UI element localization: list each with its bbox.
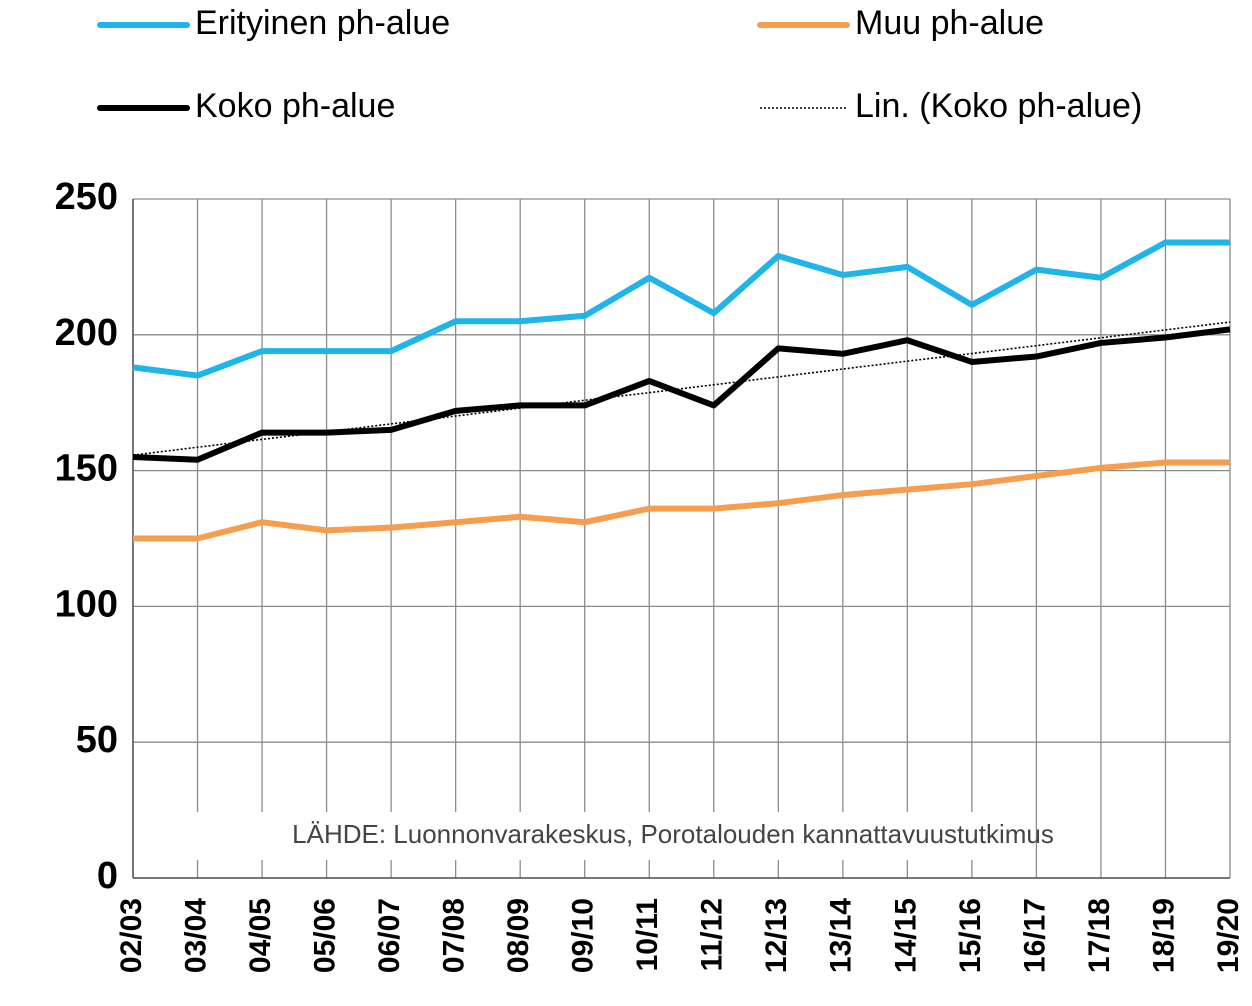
x-tick-label: 06/07: [373, 898, 406, 973]
x-tick-label: 16/17: [1018, 898, 1051, 973]
y-tick-label: 50: [76, 719, 118, 761]
legend-label: Lin. (Koko ph-alue): [855, 87, 1142, 125]
x-tick-label: 15/16: [954, 898, 987, 973]
x-tick-label: 02/03: [115, 898, 148, 973]
y-tick-label: 250: [55, 176, 118, 218]
y-tick-label: 150: [55, 448, 118, 490]
y-tick-label: 200: [55, 312, 118, 354]
x-tick-label: 09/10: [567, 898, 600, 973]
x-tick-label: 12/13: [760, 898, 793, 973]
x-tick-label: 04/05: [244, 898, 277, 973]
series-line: [133, 459, 1230, 542]
x-tick-label: 17/18: [1083, 898, 1116, 973]
annotation-bg: [195, 812, 975, 860]
x-tick-label: 19/20: [1212, 898, 1245, 973]
legend-label: Muu ph-alue: [855, 4, 1044, 42]
x-tick-label: 07/08: [438, 898, 471, 973]
y-tick-label: 100: [55, 583, 118, 625]
x-tick-label: 03/04: [179, 898, 212, 973]
x-tick-label: 10/11: [631, 898, 664, 971]
legend-label: Koko ph-alue: [195, 87, 395, 125]
x-tick-label: 05/06: [309, 898, 342, 973]
y-tick-label: 0: [97, 855, 118, 897]
x-tick-label: 13/14: [825, 898, 858, 973]
legend-label: Erityinen ph-alue: [195, 4, 450, 42]
x-tick-label: 11/12: [696, 898, 729, 971]
x-tick-label: 18/19: [1147, 898, 1180, 973]
series-line: [132, 326, 1231, 463]
annotation: LÄHDE: Luonnonvarakeskus, Porotalouden k…: [292, 819, 1054, 849]
series-line: [132, 239, 1230, 379]
x-tick-label: 08/09: [502, 898, 535, 973]
x-tick-label: 14/15: [889, 898, 922, 973]
